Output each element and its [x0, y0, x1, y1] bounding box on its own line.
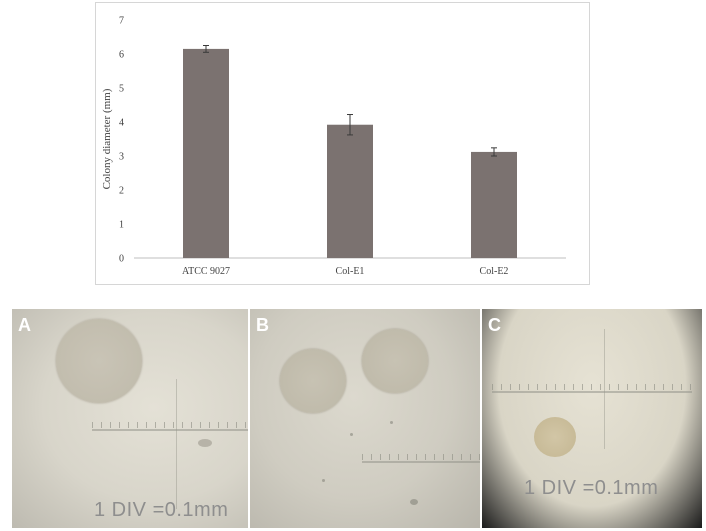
bar [327, 124, 373, 258]
y-tick-label: 3 [119, 152, 124, 163]
y-tick-label: 2 [119, 186, 124, 197]
ruler-ticks-a [92, 422, 248, 428]
colony-a1 [56, 319, 142, 403]
ruler-vertical-c [604, 329, 605, 449]
y-tick-label: 7 [119, 16, 124, 27]
scale-label-c: 1 DIV =0.1mm [524, 477, 659, 499]
speck-b3 [390, 421, 393, 424]
y-tick-label: 0 [119, 254, 124, 265]
y-tick-label: 4 [119, 118, 124, 129]
y-axis-title: Colony diameter (mm) [101, 88, 113, 189]
colony-b2 [362, 329, 428, 393]
micrograph-panel-c: C 1 DIV =0.1mm [482, 309, 702, 528]
colony-b1 [280, 349, 346, 413]
y-tick-label: 5 [119, 84, 124, 95]
speck-b4 [410, 499, 418, 505]
bar [471, 151, 517, 258]
micrograph-panel-b: B [250, 309, 480, 528]
ruler-ticks-c [492, 384, 692, 390]
x-tick-label: ATCC 9027 [182, 266, 230, 277]
y-tick-label: 1 [119, 220, 124, 231]
panel-letter-c: C [488, 315, 501, 335]
chart-svg: 0 1 2 3 4 5 6 7 Colony diameter (mm) ATCC 9027 Col… [101, 16, 566, 277]
ruler-line-a [92, 429, 248, 431]
y-tick-label: 6 [119, 50, 124, 61]
x-tick-label: Col-E1 [336, 266, 365, 277]
panel-letter-a: A [18, 315, 31, 335]
ruler-ticks-b [362, 454, 480, 460]
speck-a [198, 439, 212, 447]
x-tick-label: Col-E2 [480, 266, 509, 277]
ruler-line-c [492, 391, 692, 393]
speck-b2 [322, 479, 325, 482]
speck-b1 [350, 433, 353, 436]
bar [183, 48, 229, 259]
ruler-line-b [362, 461, 480, 463]
panel-letter-b: B [256, 315, 269, 335]
bar-chart: 0 1 2 3 4 5 6 7 Colony diameter (mm) ATCC 9027 Col… [95, 2, 590, 285]
colony-c1 [534, 417, 576, 457]
ruler-vertical-a [176, 379, 177, 509]
scale-label-a: 1 DIV =0.1mm [94, 499, 229, 521]
micrograph-panel-a: A 1 DIV =0.1mm [12, 309, 248, 528]
